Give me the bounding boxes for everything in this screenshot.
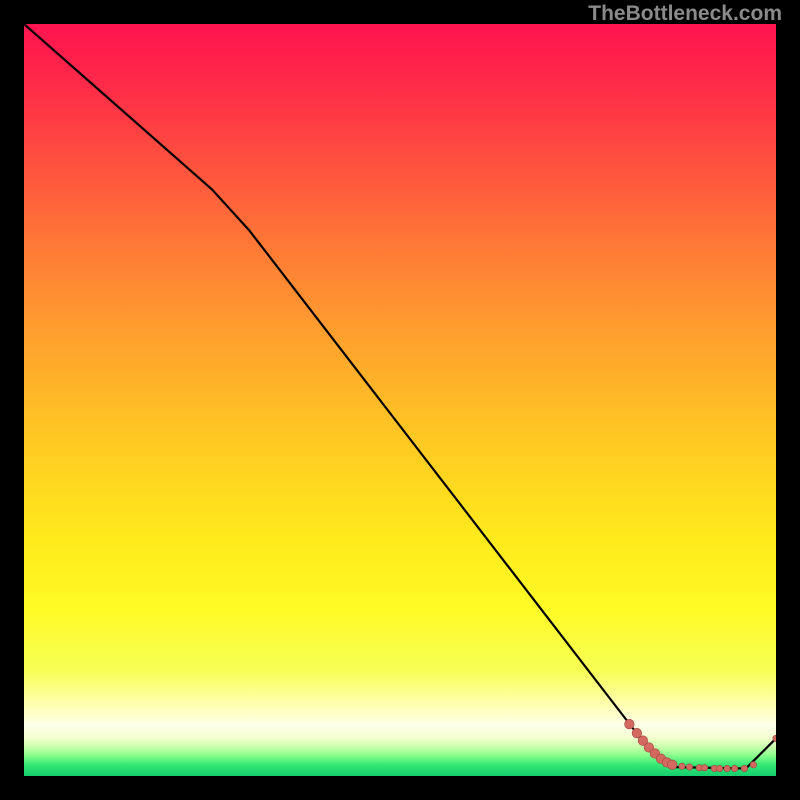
watermark-text: TheBottleneck.com: [588, 2, 782, 26]
chart-plot-area: [24, 24, 776, 776]
chart-svg: [24, 24, 776, 776]
chart-container: { "watermark": { "text": "TheBottleneck.…: [0, 0, 800, 800]
data-marker: [686, 764, 692, 770]
data-marker: [667, 760, 677, 770]
data-marker: [701, 765, 707, 771]
data-marker: [625, 719, 635, 729]
gradient-background: [24, 24, 776, 776]
data-marker: [716, 765, 722, 771]
data-marker: [679, 763, 685, 769]
data-marker: [741, 765, 747, 771]
data-marker: [724, 765, 730, 771]
data-marker: [750, 762, 756, 768]
data-marker: [731, 765, 737, 771]
